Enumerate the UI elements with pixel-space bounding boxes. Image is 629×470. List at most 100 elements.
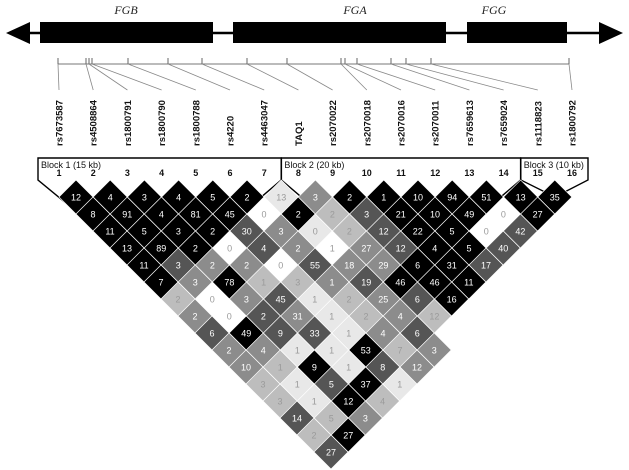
snp-label: rs1800791 <box>123 99 134 146</box>
ld-cell-value: 12 <box>343 396 353 406</box>
gene-label-fga: FGA <box>342 3 367 17</box>
snp-label: rs7659613 <box>465 100 476 146</box>
ld-cell-value: 3 <box>363 413 368 423</box>
ld-cell-value: 0 <box>278 260 283 270</box>
ld-cell-value: 19 <box>361 277 371 287</box>
ld-cell-value: 81 <box>191 209 201 219</box>
ld-cell-value: 2 <box>296 209 301 219</box>
ld-cell-value: 1 <box>278 362 283 372</box>
snp-index-label: 8 <box>296 168 301 178</box>
ld-cell-value: 1 <box>312 294 317 304</box>
snp-connector-line <box>85 63 94 91</box>
ld-cell-value: 2 <box>192 311 197 321</box>
ld-cell-value: 46 <box>395 277 405 287</box>
ld-cell-value: 3 <box>295 277 300 287</box>
snp-connector-line <box>57 63 60 91</box>
snp-index-label: 5 <box>193 168 198 178</box>
ld-cell-value: 4 <box>159 209 164 219</box>
ld-cell-value: 0 <box>227 243 232 253</box>
ld-cell-value: 10 <box>241 362 251 372</box>
ld-cell-value: 8 <box>90 209 95 219</box>
haplotype-block-label: Block 3 (10 kb) <box>524 160 584 170</box>
ld-cell-value: 16 <box>447 294 457 304</box>
ld-cell-value: 5 <box>329 413 334 423</box>
ld-cell-value: 2 <box>311 430 316 440</box>
snp-label: rs2070016 <box>397 100 408 146</box>
snp-label: rs7673587 <box>55 100 66 146</box>
gene-label-fgg: FGG <box>481 3 507 17</box>
left-arrowhead <box>6 22 30 44</box>
ld-cell-value: 5 <box>466 243 471 253</box>
snp-label: TAQ1 <box>294 121 305 146</box>
ld-cell-value: 5 <box>142 226 147 236</box>
snp-label: rs4508864 <box>89 99 100 146</box>
ld-cell-value: 31 <box>293 311 303 321</box>
snp-connector-line <box>390 63 470 91</box>
ld-cell-value: 9 <box>278 328 283 338</box>
snp-connector-line <box>286 63 333 91</box>
snp-connector-line <box>405 63 504 91</box>
snp-label: rs7659024 <box>499 99 510 146</box>
ld-cell-value: 4 <box>380 328 385 338</box>
ld-cell-value: 25 <box>378 294 388 304</box>
ld-cell-value: 2 <box>175 294 180 304</box>
ld-cell-value: 3 <box>277 396 282 406</box>
snp-index-label: 15 <box>533 168 543 178</box>
snp-index-label: 12 <box>430 168 440 178</box>
snp-index-label: 1 <box>56 168 61 178</box>
ld-cell-value: 27 <box>361 243 371 253</box>
ld-cell-value: 2 <box>363 311 368 321</box>
ld-cell-value: 3 <box>142 192 147 202</box>
ld-cell-value: 4 <box>398 311 403 321</box>
ld-cell-value: 4 <box>108 192 113 202</box>
ld-cell-value: 11 <box>139 260 148 270</box>
ld-cell-value: 6 <box>415 294 420 304</box>
ld-cell-value: 1 <box>346 328 351 338</box>
ld-cell-value: 89 <box>156 243 166 253</box>
ld-cell-value: 18 <box>344 260 354 270</box>
snp-index-label: 6 <box>227 168 232 178</box>
ld-cell-value: 27 <box>533 209 543 219</box>
ld-cell <box>313 434 349 470</box>
snp-index-label: 11 <box>396 168 406 178</box>
snp-connector-line <box>246 63 299 91</box>
ld-cell-value: 2 <box>330 209 335 219</box>
ld-cell-value: 27 <box>326 447 336 457</box>
ld-cell-value: 7 <box>158 277 163 287</box>
ld-cell-value: 31 <box>447 260 457 270</box>
snp-connector-line <box>201 63 265 91</box>
ld-cell-value: 4 <box>380 396 385 406</box>
snp-label-track: rs7673587 rs4508864 rs1800791 rs1800790 rs18… <box>55 99 579 146</box>
ld-cell-value: 0 <box>313 226 318 236</box>
ld-cell-value: 1 <box>330 243 335 253</box>
haplotype-block-label: Block 2 (20 kb) <box>284 160 344 170</box>
ld-cell-value: 6 <box>209 328 214 338</box>
ld-cell-value: 46 <box>430 277 440 287</box>
gene-bar-fgg <box>467 22 567 43</box>
snp-index-label: 16 <box>567 168 577 178</box>
ld-cell-value: 14 <box>292 413 302 423</box>
snp-label: rs1800792 <box>568 100 579 146</box>
ld-cell-value: 1 <box>397 379 402 389</box>
ld-cell-value: 33 <box>310 328 320 338</box>
ld-cell-value: 21 <box>396 209 406 219</box>
ld-cell-value: 10 <box>430 209 440 219</box>
ld-cell-value: 13 <box>516 192 526 202</box>
snp-label: rs1118823 <box>533 101 544 146</box>
ld-cell-value: 4 <box>432 243 437 253</box>
ld-cell-value: 5 <box>210 192 215 202</box>
snp-label: rs2070022 <box>328 100 339 146</box>
snp-label: rs4463047 <box>260 100 271 146</box>
snp-label: rs2070018 <box>362 100 373 146</box>
ld-cell-value: 3 <box>364 209 369 219</box>
ld-cell-value: 13 <box>276 192 286 202</box>
snp-index-label: 9 <box>330 168 335 178</box>
snp-connector-line <box>91 63 162 91</box>
snp-connector-line <box>167 63 231 91</box>
ld-cell-value: 35 <box>550 192 560 202</box>
ld-cell-value: 42 <box>515 226 525 236</box>
ld-cell-value: 5 <box>449 226 454 236</box>
ld-cell-value: 3 <box>193 277 198 287</box>
ld-cell-value: 94 <box>447 192 457 202</box>
snp-index-label: 2 <box>91 168 96 178</box>
